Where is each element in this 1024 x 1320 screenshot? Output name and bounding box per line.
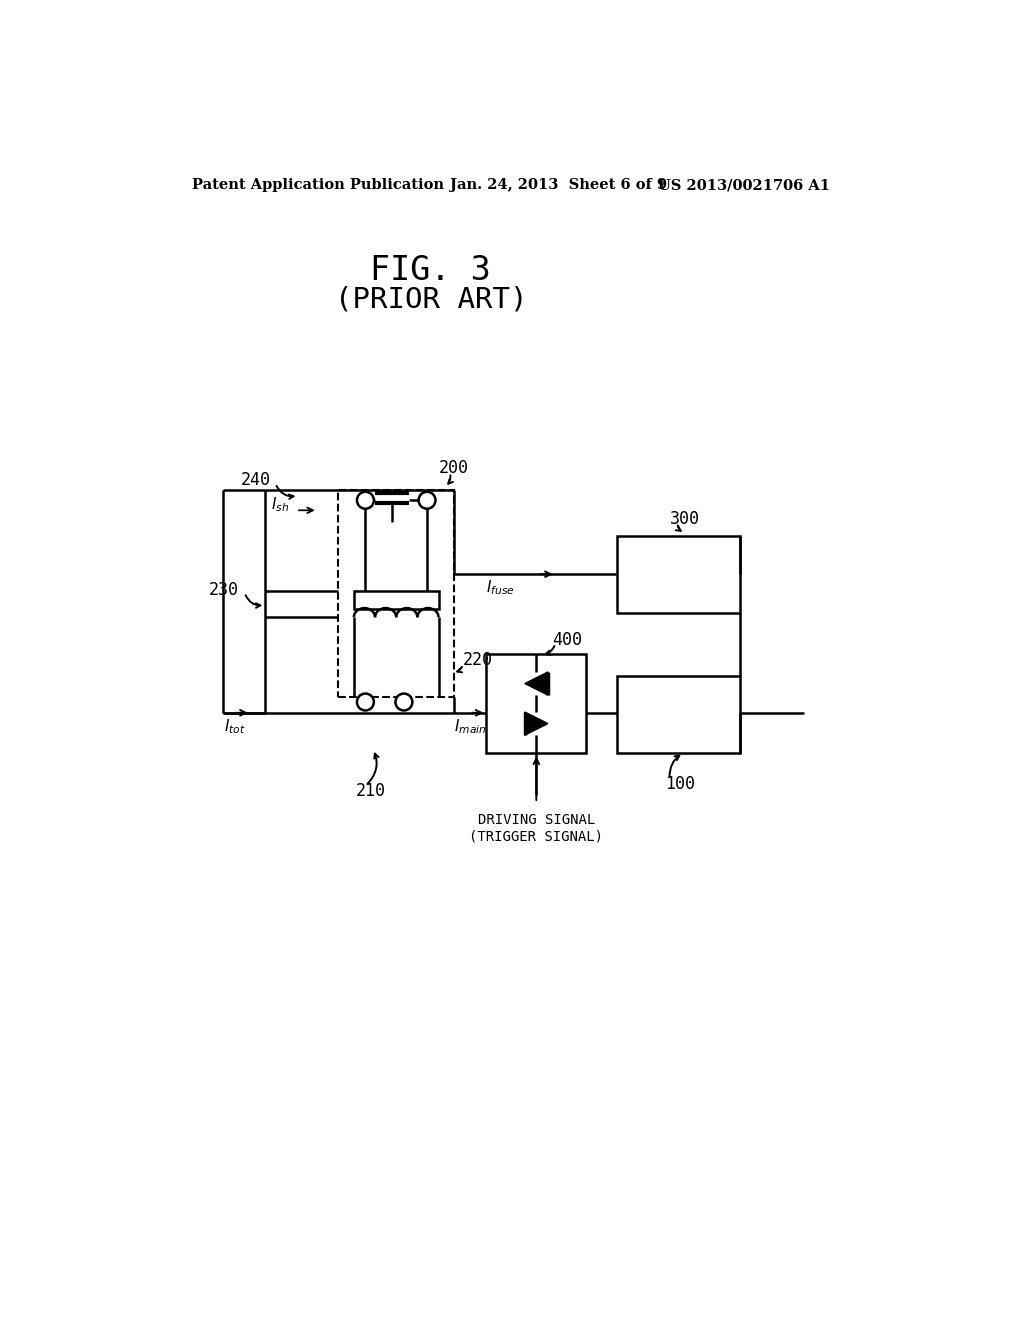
Circle shape: [357, 693, 374, 710]
Text: DRIVING SIGNAL
(TRIGGER SIGNAL): DRIVING SIGNAL (TRIGGER SIGNAL): [469, 813, 603, 843]
Text: 210: 210: [356, 783, 386, 800]
Text: I$_{\mathregular{tot}}$: I$_{\mathregular{tot}}$: [224, 717, 247, 737]
Text: Jan. 24, 2013  Sheet 6 of 9: Jan. 24, 2013 Sheet 6 of 9: [451, 178, 668, 193]
Circle shape: [395, 693, 413, 710]
Text: I$_{\mathregular{main}}$: I$_{\mathregular{main}}$: [454, 717, 486, 737]
Bar: [354, 591, 438, 609]
Bar: [617, 676, 740, 752]
Circle shape: [357, 492, 374, 508]
Circle shape: [419, 492, 435, 508]
Polygon shape: [524, 672, 548, 696]
Text: 220: 220: [463, 652, 494, 669]
Bar: [617, 536, 740, 612]
Text: I$_{\mathregular{sh}}$: I$_{\mathregular{sh}}$: [270, 495, 289, 515]
Text: (PRIOR ART): (PRIOR ART): [335, 285, 527, 313]
Bar: [486, 655, 587, 752]
Text: FIG. 3: FIG. 3: [371, 253, 492, 286]
Text: 200: 200: [438, 459, 469, 477]
Text: 240: 240: [241, 471, 270, 490]
Text: 400: 400: [553, 631, 583, 648]
Polygon shape: [524, 711, 548, 735]
Bar: [339, 490, 454, 697]
Text: 100: 100: [665, 775, 695, 792]
Text: I$_{\mathregular{fuse}}$: I$_{\mathregular{fuse}}$: [486, 578, 515, 598]
Text: Patent Application Publication: Patent Application Publication: [193, 178, 444, 193]
Text: US 2013/0021706 A1: US 2013/0021706 A1: [658, 178, 830, 193]
Text: 300: 300: [670, 510, 699, 528]
Text: 230: 230: [208, 581, 239, 598]
